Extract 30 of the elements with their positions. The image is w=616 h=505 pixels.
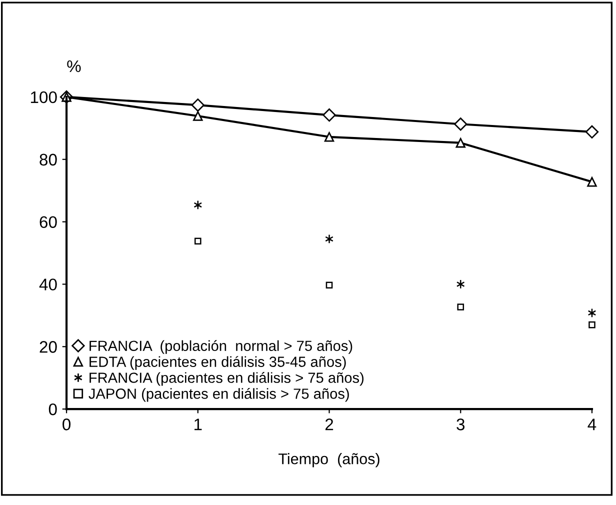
legend-label: JAPON (pacientes en diálisis > 75 años) <box>88 388 349 402</box>
point <box>585 125 599 138</box>
point <box>456 138 466 148</box>
y-axis-title: % <box>67 60 81 72</box>
legend-label: FRANCIA (población normal > 75 años) <box>90 340 352 354</box>
y-tick-label: 60 <box>40 216 57 228</box>
point <box>587 176 597 187</box>
x-tick-label: 2 <box>325 418 334 430</box>
point <box>588 321 596 328</box>
point <box>191 98 204 112</box>
point <box>454 118 468 131</box>
point <box>193 111 203 121</box>
point <box>322 108 336 122</box>
legend-label: FRANCIA (pacientes en diálisis > 75 años) <box>90 372 364 386</box>
point <box>324 132 334 142</box>
legend-label: EDTA (pacientes en diálisis 35-45 años) <box>90 356 346 370</box>
x-axis-title: Tiempo (años) <box>278 453 380 468</box>
point <box>194 238 202 245</box>
point <box>326 282 333 289</box>
y-tick-label: 20 <box>40 341 57 353</box>
x-tick-label: 0 <box>62 418 71 430</box>
y-tick-label: 0 <box>48 403 57 416</box>
point <box>325 234 334 244</box>
y-tick-label: 80 <box>40 154 57 166</box>
y-tick-label: 40 <box>39 278 57 290</box>
y-tick-label: 100 <box>30 91 57 104</box>
x-tick-label: 3 <box>456 418 465 430</box>
x-tick-label: 4 <box>588 418 596 430</box>
x-tick-label: 1 <box>194 418 202 430</box>
point <box>457 304 464 310</box>
